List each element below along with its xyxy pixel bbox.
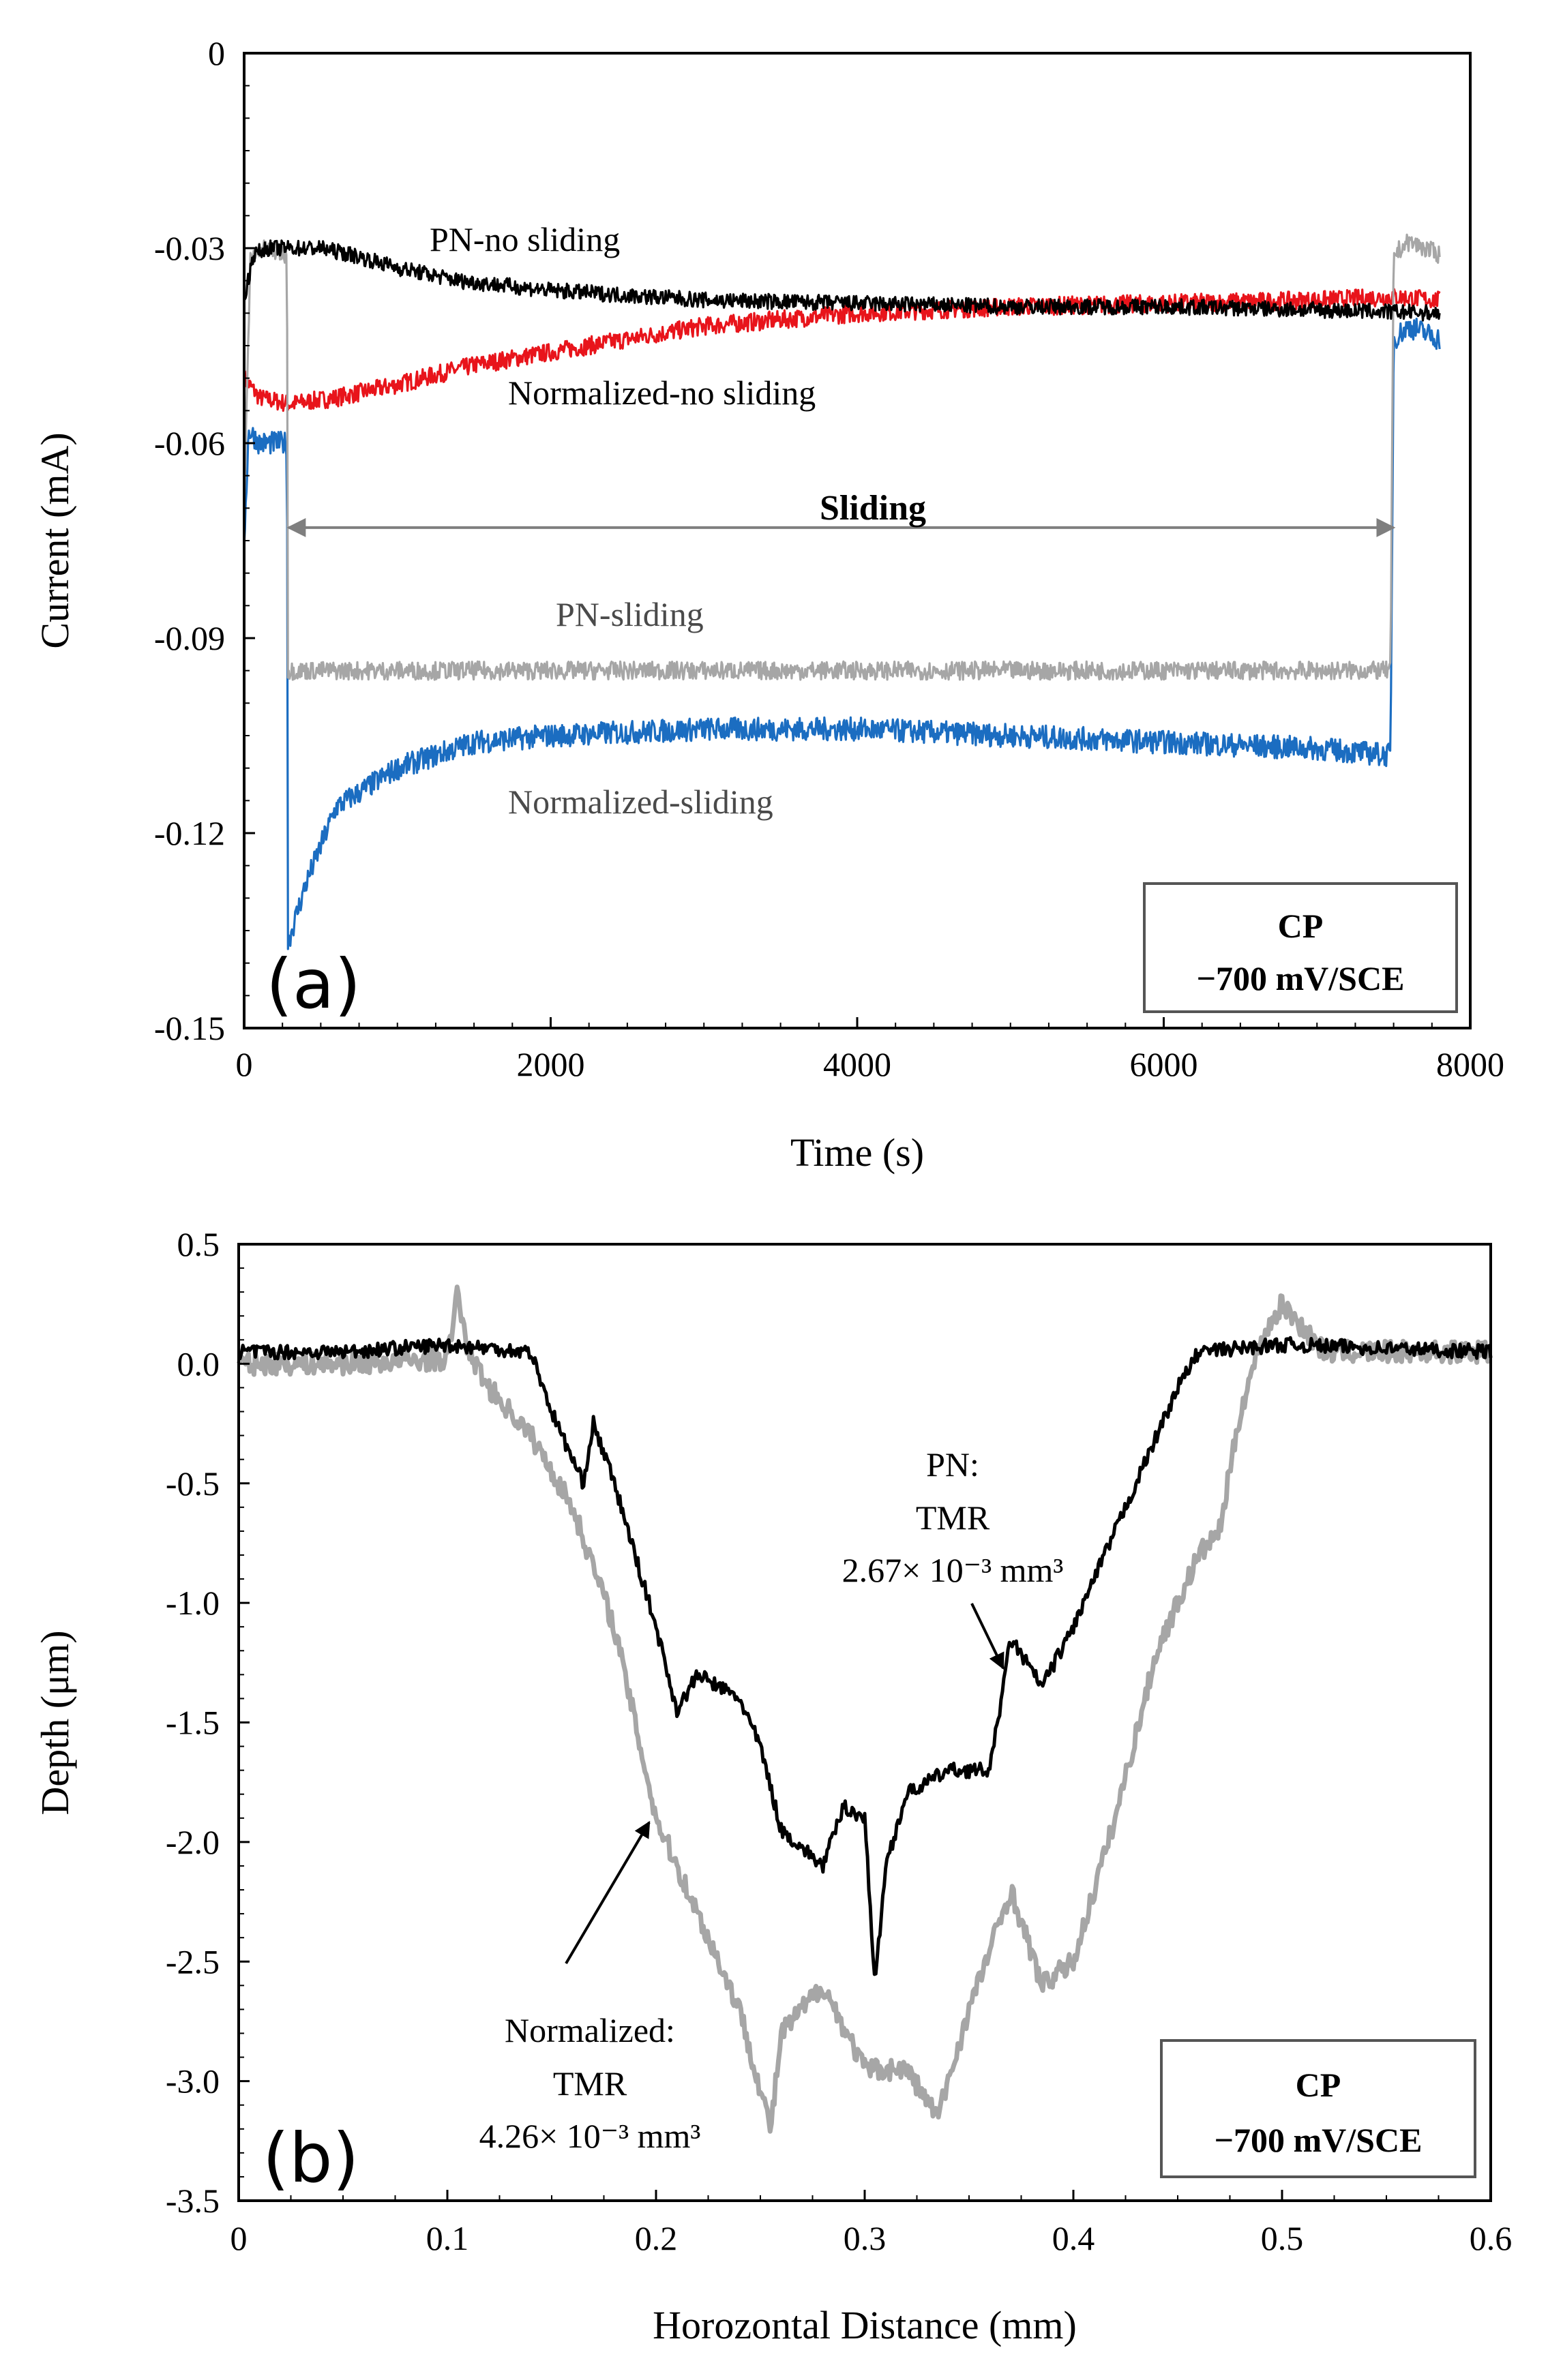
x-tick-label: 0.6 bbox=[1470, 2219, 1513, 2257]
label-normalized-sliding: Normalized-sliding bbox=[508, 783, 773, 821]
panel-b: 0 0.1 0.2 0.3 0.4 0.5 0.6 0.5 0.0 -0.5 -1.0 -1.5 -2.… bbox=[33, 1225, 1512, 2347]
x-tick-label: 0.5 bbox=[1261, 2219, 1304, 2257]
series-a-0 bbox=[243, 239, 1441, 322]
x-tick-label: 0.3 bbox=[844, 2219, 887, 2257]
y-tick-label: -0.15 bbox=[154, 1009, 225, 1047]
label-pn-tmr-value: 2.67× 10⁻³ mm³ bbox=[842, 1551, 1064, 1589]
y-tick-label: -2.0 bbox=[166, 1823, 220, 1861]
label-sliding: Sliding bbox=[820, 489, 926, 528]
y-tick-label: -1.5 bbox=[166, 1704, 220, 1742]
panel-a-tick-labels: 0 2000 4000 6000 8000 0 -0.03 -0.06 -0.09 -0.12 -0… bbox=[154, 34, 1504, 1083]
condition-box-line1: CP bbox=[1278, 907, 1324, 945]
panel-a-y-axis-title: Current (mA) bbox=[33, 432, 77, 648]
label-pn-tmr: TMR bbox=[916, 1498, 990, 1537]
label-normalized-tmr-value: 4.26× 10⁻³ mm³ bbox=[479, 2117, 701, 2155]
panel-a-condition-box: CP −700 mV/SCE bbox=[1143, 882, 1458, 1013]
panel-a-series bbox=[243, 233, 1441, 950]
x-tick-label: 0 bbox=[236, 1045, 253, 1083]
label-pn-no-sliding: PN-no sliding bbox=[430, 220, 620, 258]
condition-box-frame bbox=[1143, 882, 1458, 1013]
panel-b-tick-labels: 0 0.1 0.2 0.3 0.4 0.5 0.6 0.5 0.0 -0.5 -1.0 -1.5 -2.… bbox=[166, 1225, 1512, 2257]
panel-b-series bbox=[236, 1284, 1493, 2134]
x-tick-label: 2000 bbox=[517, 1045, 585, 1083]
y-tick-label: -0.06 bbox=[154, 424, 225, 462]
label-pn: PN: bbox=[926, 1445, 979, 1483]
series-a-1 bbox=[243, 288, 1441, 412]
x-tick-label: 4000 bbox=[823, 1045, 891, 1083]
label-pn-sliding: PN-sliding bbox=[556, 595, 704, 633]
panel-a-plot-frame bbox=[243, 52, 1472, 1029]
y-tick-label: 0 bbox=[208, 34, 225, 72]
series-a-2 bbox=[243, 318, 1441, 950]
x-tick-label: 0.4 bbox=[1052, 2219, 1095, 2257]
pn-arrow bbox=[970, 1603, 1004, 1670]
y-tick-label: 0.0 bbox=[177, 1344, 220, 1383]
label-normalized: Normalized: bbox=[505, 2011, 675, 2049]
condition-box-line2: −700 mV/SCE bbox=[1197, 959, 1405, 997]
x-tick-label: 0.1 bbox=[426, 2219, 469, 2257]
y-tick-label: -2.5 bbox=[166, 1942, 220, 1980]
series-b-1 bbox=[237, 1336, 1493, 1976]
y-tick-label: -3.0 bbox=[166, 2062, 220, 2100]
normalized-arrow bbox=[565, 1820, 651, 1965]
x-tick-label: 8000 bbox=[1436, 1045, 1504, 1083]
condition-box-line1: CP bbox=[1296, 2066, 1341, 2104]
y-tick-label: -0.09 bbox=[154, 619, 225, 657]
label-normalized-tmr: TMR bbox=[553, 2064, 627, 2103]
y-tick-label: -1.0 bbox=[166, 1584, 220, 1622]
label-normalized-no-sliding: Normalized-no sliding bbox=[508, 374, 816, 412]
x-tick-label: 0.2 bbox=[635, 2219, 678, 2257]
panel-b-letter: (b) bbox=[263, 2118, 359, 2198]
panel-a-letter: (a) bbox=[266, 944, 361, 1024]
panel-b-condition-box: CP −700 mV/SCE bbox=[1160, 2039, 1476, 2178]
y-tick-label: -0.12 bbox=[154, 814, 225, 852]
condition-box-line2: −700 mV/SCE bbox=[1215, 2121, 1423, 2159]
series-a-3 bbox=[243, 233, 1441, 681]
panel-a-x-axis-title: Time (s) bbox=[790, 1130, 924, 1175]
y-tick-label: -3.5 bbox=[166, 2182, 220, 2220]
series-b-0 bbox=[236, 1284, 1493, 2134]
panel-a-ticks bbox=[243, 52, 1472, 1029]
panel-a: 0 2000 4000 6000 8000 0 -0.03 -0.06 -0.09 -0.12 -0… bbox=[33, 34, 1504, 1175]
y-tick-label: -0.03 bbox=[154, 229, 225, 267]
panel-b-x-axis-title: Horozontal Distance (mm) bbox=[653, 2303, 1077, 2347]
x-tick-label: 0 bbox=[230, 2219, 248, 2257]
y-tick-label: 0.5 bbox=[177, 1225, 220, 1263]
panel-b-y-axis-title: Depth (μm) bbox=[33, 1630, 77, 1815]
y-tick-label: -0.5 bbox=[166, 1464, 220, 1503]
condition-box-frame bbox=[1160, 2039, 1476, 2178]
panel-b-ticks bbox=[237, 1243, 1492, 2202]
x-tick-label: 6000 bbox=[1130, 1045, 1198, 1083]
